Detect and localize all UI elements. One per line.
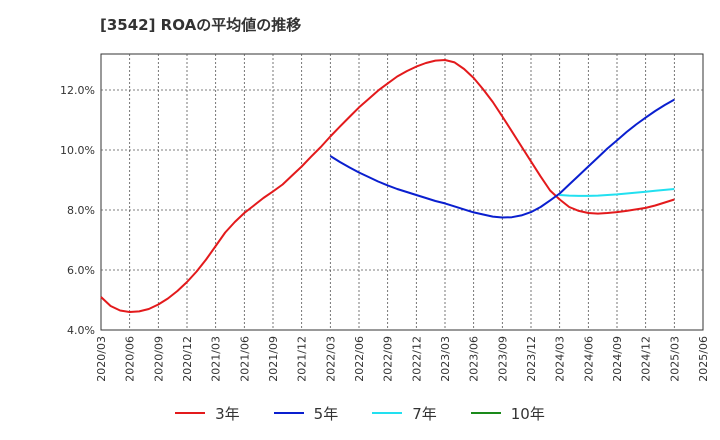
legend-label: 5年 xyxy=(313,404,339,423)
legend-item: 5年 xyxy=(273,403,339,424)
x-tick-label: 2025/06 xyxy=(697,336,710,382)
series-line-1 xyxy=(329,98,675,219)
legend-item: 7年 xyxy=(372,403,437,424)
line-chart: 4.0%6.0%8.0%10.0%12.0% 2020/03 2020/06 202… xyxy=(60,53,710,382)
x-tick-label: 2023/03 xyxy=(439,336,452,382)
x-tick-label: 2021/03 xyxy=(210,336,223,382)
x-tick-label: 2023/09 xyxy=(496,336,509,382)
x-tick-label: 2020/12 xyxy=(181,336,194,382)
x-tick-label: 2024/09 xyxy=(611,336,624,382)
y-tick-label: 8.0% xyxy=(67,204,95,217)
legend-swatch xyxy=(175,412,206,414)
legend: 3年 5年 7年 10年 xyxy=(0,398,720,428)
x-tick-label: 2024/12 xyxy=(640,336,653,382)
plot-area xyxy=(100,53,704,331)
y-tick-label: 4.0% xyxy=(67,324,95,337)
legend-item: 3年 xyxy=(175,403,240,424)
y-axis-ticks: 4.0% 6.0% 8.0% 10.0% 12.0% xyxy=(60,84,95,337)
x-tick-label: 2022/03 xyxy=(324,336,337,382)
x-tick-label: 2023/12 xyxy=(525,336,538,382)
legend-item: 10年 xyxy=(470,403,545,424)
x-tick-label: 2022/09 xyxy=(382,336,395,382)
legend-swatch xyxy=(470,412,501,414)
x-tick-label: 2023/06 xyxy=(468,336,481,382)
x-tick-label: 2022/06 xyxy=(353,336,366,382)
series-line-2 xyxy=(559,188,675,197)
chart-title: [3542] ROAの平均値の推移 xyxy=(100,16,302,34)
y-tick-label: 10.0% xyxy=(60,144,95,157)
x-tick-label: 2020/09 xyxy=(152,336,165,382)
x-axis-ticks: 2020/03 2020/06 2020/09 2020/12 2021/03 2021/… xyxy=(95,336,710,382)
x-tick-label: 2025/03 xyxy=(668,336,681,382)
legend-swatch xyxy=(372,412,403,414)
legend-swatch xyxy=(273,412,304,414)
legend-label: 10年 xyxy=(510,404,545,423)
x-tick-label: 2020/06 xyxy=(124,336,137,382)
x-tick-label: 2024/06 xyxy=(582,336,595,382)
x-tick-label: 2021/06 xyxy=(238,336,251,382)
series-lines xyxy=(100,59,675,313)
series-line-0 xyxy=(100,59,675,313)
x-tick-label: 2021/09 xyxy=(267,336,280,382)
grid-lines xyxy=(101,54,703,330)
y-tick-label: 6.0% xyxy=(67,264,95,277)
x-tick-label: 2022/12 xyxy=(410,336,423,382)
x-tick-label: 2024/03 xyxy=(554,336,567,382)
x-tick-label: 2021/12 xyxy=(296,336,309,382)
legend-label: 7年 xyxy=(412,404,437,423)
y-tick-label: 12.0% xyxy=(60,84,95,97)
x-tick-label: 2020/03 xyxy=(95,336,108,382)
legend-label: 3年 xyxy=(215,404,240,423)
